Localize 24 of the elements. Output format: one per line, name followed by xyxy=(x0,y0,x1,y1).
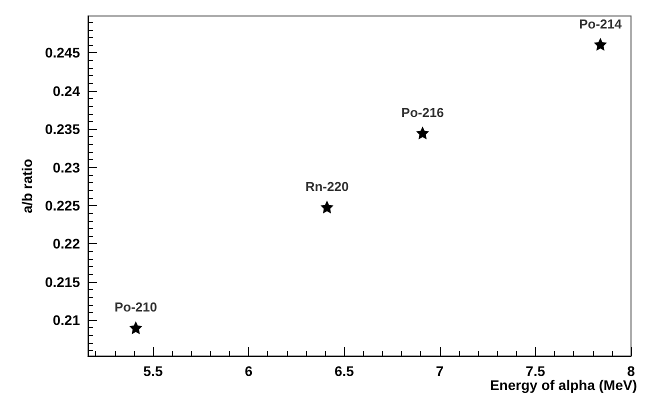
annotation: Po-216 xyxy=(401,104,444,120)
x-tick-label: 6.5 xyxy=(334,363,354,379)
annotation: Rn-220 xyxy=(305,179,349,194)
x-tick-label: 5.5 xyxy=(143,363,163,379)
point xyxy=(320,200,334,214)
point xyxy=(416,126,430,140)
x-tick-label: 7.5 xyxy=(526,363,546,379)
y-tick-label: 0.245 xyxy=(44,44,80,61)
y-tick-label: 0.21 xyxy=(52,312,80,328)
x-tick-label: 8 xyxy=(627,363,636,379)
point xyxy=(129,321,142,334)
annotation: Po-210 xyxy=(114,300,158,315)
point xyxy=(594,38,607,51)
y-tick-label: 0.235 xyxy=(44,121,80,138)
y-axis-title: a/b ratio xyxy=(19,158,36,214)
y-tick-label: 0.225 xyxy=(44,197,80,214)
y-tick-label: 0.23 xyxy=(52,159,80,176)
y-tick-label: 0.22 xyxy=(52,236,80,252)
x-tick-label: 7 xyxy=(436,363,444,379)
x-axis-title: Energy of alpha (MeV) xyxy=(490,377,637,393)
y-tick-label: 0.215 xyxy=(44,274,80,290)
x-tick-label: 6 xyxy=(244,363,253,379)
y-tick-label: 0.24 xyxy=(52,82,80,99)
annotation: Po-214 xyxy=(579,16,622,32)
